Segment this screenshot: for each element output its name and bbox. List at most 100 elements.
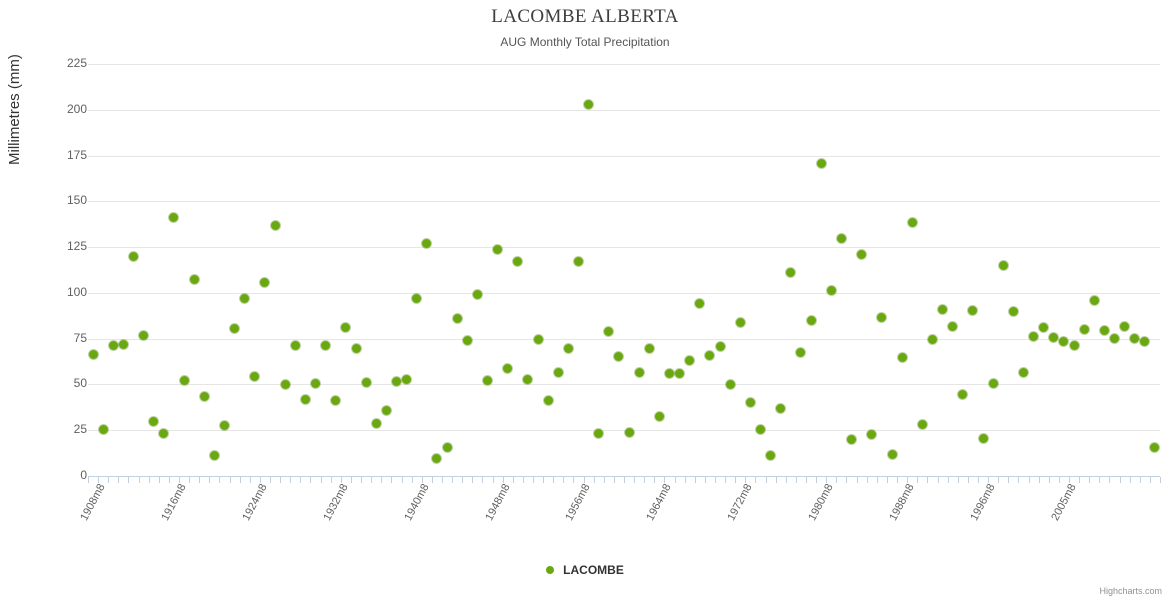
data-point[interactable] xyxy=(513,256,523,266)
data-point[interactable] xyxy=(877,313,887,323)
data-point[interactable] xyxy=(745,398,755,408)
data-point[interactable] xyxy=(280,379,290,389)
highcharts-credit[interactable]: Highcharts.com xyxy=(1099,586,1162,596)
data-point[interactable] xyxy=(766,450,776,460)
data-point[interactable] xyxy=(826,286,836,295)
data-point[interactable] xyxy=(604,327,614,337)
data-point[interactable] xyxy=(665,368,674,378)
data-point[interactable] xyxy=(1150,443,1160,453)
data-point[interactable] xyxy=(776,404,786,414)
data-point[interactable] xyxy=(250,371,260,381)
data-point[interactable] xyxy=(948,322,958,332)
data-point[interactable] xyxy=(988,379,998,389)
data-point[interactable] xyxy=(634,367,644,377)
data-point[interactable] xyxy=(958,390,968,400)
data-point[interactable] xyxy=(1099,326,1109,336)
data-point[interactable] xyxy=(1059,336,1069,346)
data-point[interactable] xyxy=(927,334,937,344)
data-point[interactable] xyxy=(371,418,381,428)
data-point[interactable] xyxy=(462,335,472,345)
data-point[interactable] xyxy=(361,378,371,388)
data-point[interactable] xyxy=(422,238,432,248)
data-point[interactable] xyxy=(341,323,351,333)
chart-legend[interactable]: LACOMBE xyxy=(0,562,1170,577)
data-point[interactable] xyxy=(917,420,927,430)
data-point[interactable] xyxy=(311,379,321,389)
data-point[interactable] xyxy=(260,278,270,288)
data-point[interactable] xyxy=(1140,337,1150,347)
data-point[interactable] xyxy=(88,349,98,359)
data-point[interactable] xyxy=(847,434,857,444)
data-point[interactable] xyxy=(836,234,846,244)
data-point[interactable] xyxy=(108,341,118,351)
data-point[interactable] xyxy=(1039,322,1049,332)
data-point[interactable] xyxy=(189,274,199,284)
data-point[interactable] xyxy=(220,421,230,431)
data-point[interactable] xyxy=(129,251,138,261)
data-point[interactable] xyxy=(1109,334,1119,344)
data-point[interactable] xyxy=(1008,307,1018,317)
data-point[interactable] xyxy=(331,395,341,405)
data-point[interactable] xyxy=(806,316,816,326)
data-point[interactable] xyxy=(756,424,766,434)
data-point[interactable] xyxy=(584,100,594,110)
data-point[interactable] xyxy=(614,351,624,361)
data-point[interactable] xyxy=(523,375,533,385)
data-point[interactable] xyxy=(998,260,1008,270)
data-point[interactable] xyxy=(978,433,988,443)
data-point[interactable] xyxy=(887,449,897,459)
data-point[interactable] xyxy=(624,428,634,438)
data-point[interactable] xyxy=(533,334,543,344)
data-point[interactable] xyxy=(786,268,796,278)
data-point[interactable] xyxy=(391,377,401,386)
data-point[interactable] xyxy=(139,331,149,341)
data-point[interactable] xyxy=(907,218,917,228)
data-point[interactable] xyxy=(493,245,503,255)
data-point[interactable] xyxy=(867,430,877,440)
data-point[interactable] xyxy=(695,299,705,308)
data-point[interactable] xyxy=(98,424,108,434)
data-point[interactable] xyxy=(149,416,159,426)
data-point[interactable] xyxy=(705,351,715,361)
data-point[interactable] xyxy=(290,341,300,351)
data-point[interactable] xyxy=(715,341,725,351)
data-point[interactable] xyxy=(503,363,513,373)
data-point[interactable] xyxy=(938,304,948,314)
data-point[interactable] xyxy=(442,442,452,452)
data-point[interactable] xyxy=(644,344,654,354)
data-point[interactable] xyxy=(351,344,361,354)
data-point[interactable] xyxy=(381,406,391,416)
data-point[interactable] xyxy=(897,353,907,363)
data-point[interactable] xyxy=(452,314,462,324)
data-point[interactable] xyxy=(240,293,250,303)
data-point[interactable] xyxy=(209,451,219,461)
data-point[interactable] xyxy=(199,391,209,401)
data-point[interactable] xyxy=(1089,295,1099,305)
data-point[interactable] xyxy=(1018,368,1028,378)
data-point[interactable] xyxy=(1079,325,1089,334)
data-point[interactable] xyxy=(179,376,189,386)
data-point[interactable] xyxy=(796,347,806,357)
data-point[interactable] xyxy=(543,395,553,405)
data-point[interactable] xyxy=(563,344,573,354)
data-point[interactable] xyxy=(675,369,685,379)
data-point[interactable] xyxy=(654,412,664,422)
data-point[interactable] xyxy=(159,429,169,439)
data-point[interactable] xyxy=(573,257,583,267)
data-point[interactable] xyxy=(1049,333,1059,343)
data-point[interactable] xyxy=(472,290,482,300)
data-point[interactable] xyxy=(412,294,422,304)
data-point[interactable] xyxy=(1069,340,1079,350)
data-point[interactable] xyxy=(432,453,442,463)
data-point[interactable] xyxy=(321,341,331,351)
data-point[interactable] xyxy=(118,339,128,349)
data-point[interactable] xyxy=(735,317,745,327)
data-point[interactable] xyxy=(816,158,826,168)
data-point[interactable] xyxy=(553,367,563,377)
data-point[interactable] xyxy=(594,429,604,439)
data-point[interactable] xyxy=(482,375,492,385)
data-point[interactable] xyxy=(1120,322,1130,332)
data-point[interactable] xyxy=(857,249,867,259)
data-point[interactable] xyxy=(300,394,310,404)
data-point[interactable] xyxy=(685,355,695,365)
